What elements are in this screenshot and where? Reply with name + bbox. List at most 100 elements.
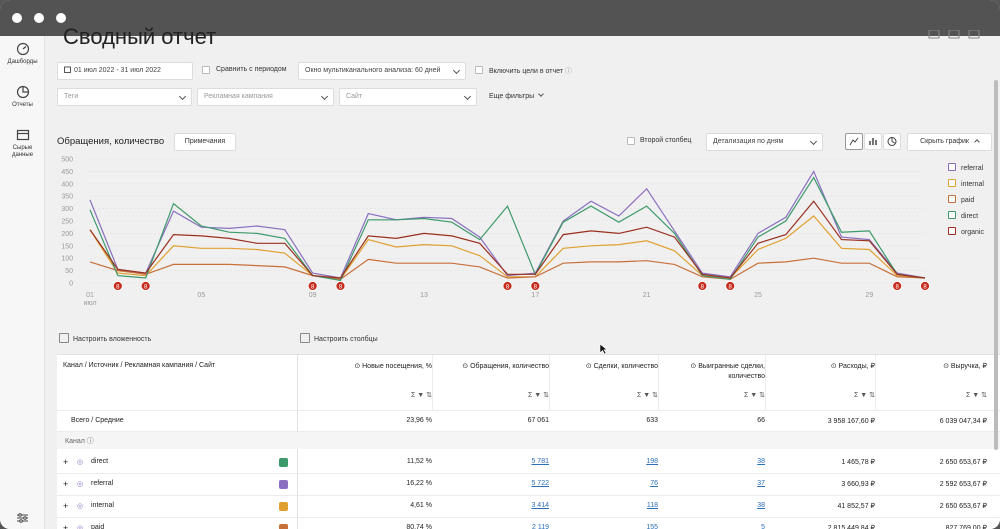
table-cell-link[interactable]: 76	[650, 480, 658, 487]
table-cell-link[interactable]: 2 119	[532, 524, 549, 529]
x-tick-label: 13	[420, 292, 428, 299]
table-cell-link[interactable]: 198	[646, 458, 658, 465]
column-header[interactable]: ⊙ Обращения, количество	[462, 363, 549, 370]
table-cell[interactable]: 5 781	[531, 458, 549, 465]
columns-button[interactable]: Настроить столбцы	[300, 333, 378, 343]
detail-select[interactable]: Детализация по дням	[706, 133, 823, 151]
column-sort-filter-icon[interactable]: Σ ▼ ⇅	[965, 392, 987, 399]
table-row-name[interactable]: internal	[91, 502, 114, 509]
table-cell[interactable]: 118	[647, 502, 658, 509]
table-cell[interactable]: 5 722	[531, 480, 549, 487]
notes-button[interactable]: Примечания	[174, 133, 236, 151]
table-cell[interactable]: 38	[757, 458, 765, 465]
campaign-select[interactable]: Рекламная кампания	[197, 88, 334, 106]
tags-select[interactable]: Теги	[57, 88, 192, 106]
channel-color-icon[interactable]	[279, 524, 288, 529]
second-column-checkbox[interactable]	[627, 137, 635, 145]
x-tick-label: 01	[86, 292, 94, 299]
main-area: Сводный отчет 01 июл 2022 - 31 июл 2022 …	[45, 24, 1000, 529]
table-cell-link[interactable]: 38	[757, 458, 765, 465]
pie-chart-toggle[interactable]	[883, 133, 901, 150]
column-sort-filter-icon[interactable]: Σ ▼ ⇅	[743, 392, 765, 399]
goals-checkbox[interactable]	[475, 66, 483, 74]
bar-chart-toggle[interactable]	[864, 133, 882, 150]
column-header[interactable]: ⊙ Выручка, ₽	[943, 363, 987, 370]
column-header[interactable]: ⊙ Расходы, ₽	[830, 363, 875, 370]
table-cell-link[interactable]: 118	[646, 502, 658, 509]
window-dot-icon[interactable]	[56, 13, 66, 23]
table-cell-link[interactable]: 5	[761, 524, 765, 529]
event-marker-icon[interactable]	[502, 281, 513, 291]
table-cell[interactable]: 37	[757, 480, 765, 487]
table-cell-link[interactable]: 5 722	[531, 480, 549, 487]
table-cell-link[interactable]: 3 414	[531, 502, 549, 509]
info-icon[interactable]: ⓘ	[564, 68, 572, 75]
event-marker-icon[interactable]	[140, 281, 151, 291]
expand-plus-icon[interactable]: +	[63, 479, 69, 489]
sidebar-item-reports[interactable]: Отчеты	[0, 85, 45, 108]
column-sort-filter-icon[interactable]: Σ ▼ ⇅	[636, 392, 658, 399]
table-row-name[interactable]: paid	[91, 524, 105, 529]
legend-item-internal[interactable]: internal	[948, 179, 984, 188]
sidebar-item-dashboards[interactable]: Дашборды	[0, 42, 45, 65]
expand-plus-icon[interactable]: +	[63, 523, 69, 529]
legend-item-organic[interactable]: organic	[948, 227, 984, 236]
table-row-name[interactable]: direct	[91, 458, 109, 465]
header-actions-icon[interactable]	[925, 30, 985, 40]
table-cell[interactable]: 76	[650, 480, 658, 487]
event-marker-icon[interactable]	[697, 281, 708, 291]
column-header[interactable]: ⊙ Выигранные сделки, количество	[690, 363, 765, 380]
table-cell[interactable]: 38	[757, 502, 765, 509]
table-cell[interactable]: 2 119	[532, 524, 549, 529]
site-select[interactable]: Сайт	[339, 88, 477, 106]
sidebar-item-raw-data[interactable]: Сырые данные	[0, 128, 45, 159]
expand-plus-icon[interactable]: +	[63, 501, 69, 511]
event-marker-icon[interactable]	[892, 281, 903, 291]
table-cell[interactable]: 198	[646, 458, 658, 465]
event-marker-icon[interactable]	[725, 281, 736, 291]
table-cell-link[interactable]: 155	[646, 524, 658, 529]
date-range-picker[interactable]: 01 июл 2022 - 31 июл 2022	[57, 62, 193, 80]
table-cell[interactable]: 3 414	[531, 502, 549, 509]
group-row	[57, 432, 1000, 449]
legend-item-paid[interactable]: paid	[948, 195, 974, 204]
window-select-value: Окно мультиканального анализа: 60 дней	[305, 67, 441, 74]
legend-item-direct[interactable]: direct	[948, 211, 978, 220]
event-marker-icon[interactable]	[530, 281, 541, 291]
compare-checkbox[interactable]	[202, 66, 210, 74]
window-dot-icon[interactable]	[34, 13, 44, 23]
more-filters-button[interactable]: Еще фильтры	[489, 91, 544, 100]
table-row-name[interactable]: referral	[91, 480, 114, 487]
channel-color-icon[interactable]	[279, 480, 288, 489]
window-dot-icon[interactable]	[12, 13, 22, 23]
channel-color-icon[interactable]	[279, 458, 288, 467]
column-header[interactable]: ⊙ Сделки, количество	[585, 363, 658, 370]
window-select[interactable]: Окно мультиканального анализа: 60 дней	[298, 62, 466, 80]
legend-item-referral[interactable]: referral	[948, 163, 983, 172]
event-marker-icon[interactable]	[335, 281, 346, 291]
hide-chart-button[interactable]: Скрыть график	[907, 133, 992, 151]
table-cell-link[interactable]: 37	[757, 480, 765, 487]
channel-color-icon[interactable]	[279, 502, 288, 511]
table-cell: 827 769,00 ₽	[945, 525, 987, 529]
event-marker-icon[interactable]	[112, 281, 123, 291]
table-cell[interactable]: 5	[761, 524, 765, 529]
column-header[interactable]: ⊙ Новые посещения, %	[354, 363, 432, 370]
event-marker-icon[interactable]	[920, 281, 930, 291]
table-cell-link[interactable]: 5 781	[531, 458, 549, 465]
table-cell-link[interactable]: 38	[757, 502, 765, 509]
sidebar-item-label: Дашборды	[7, 59, 38, 65]
series-line-organic	[89, 200, 926, 279]
table-cell[interactable]: 155	[646, 524, 658, 529]
column-sort-filter-icon[interactable]: Σ ▼ ⇅	[853, 392, 875, 399]
event-marker-icon[interactable]	[307, 281, 318, 291]
settings-sliders-icon[interactable]	[16, 512, 29, 524]
nesting-button[interactable]: Настроить вложенность	[59, 333, 151, 343]
columns-label: Настроить столбцы	[314, 336, 378, 343]
column-sort-filter-icon[interactable]: Σ ▼ ⇅	[410, 392, 432, 399]
column-sort-filter-icon[interactable]: Σ ▼ ⇅	[527, 392, 549, 399]
expand-plus-icon[interactable]: +	[63, 457, 69, 467]
scrollbar[interactable]	[994, 80, 998, 450]
line-chart-toggle[interactable]	[845, 133, 863, 150]
